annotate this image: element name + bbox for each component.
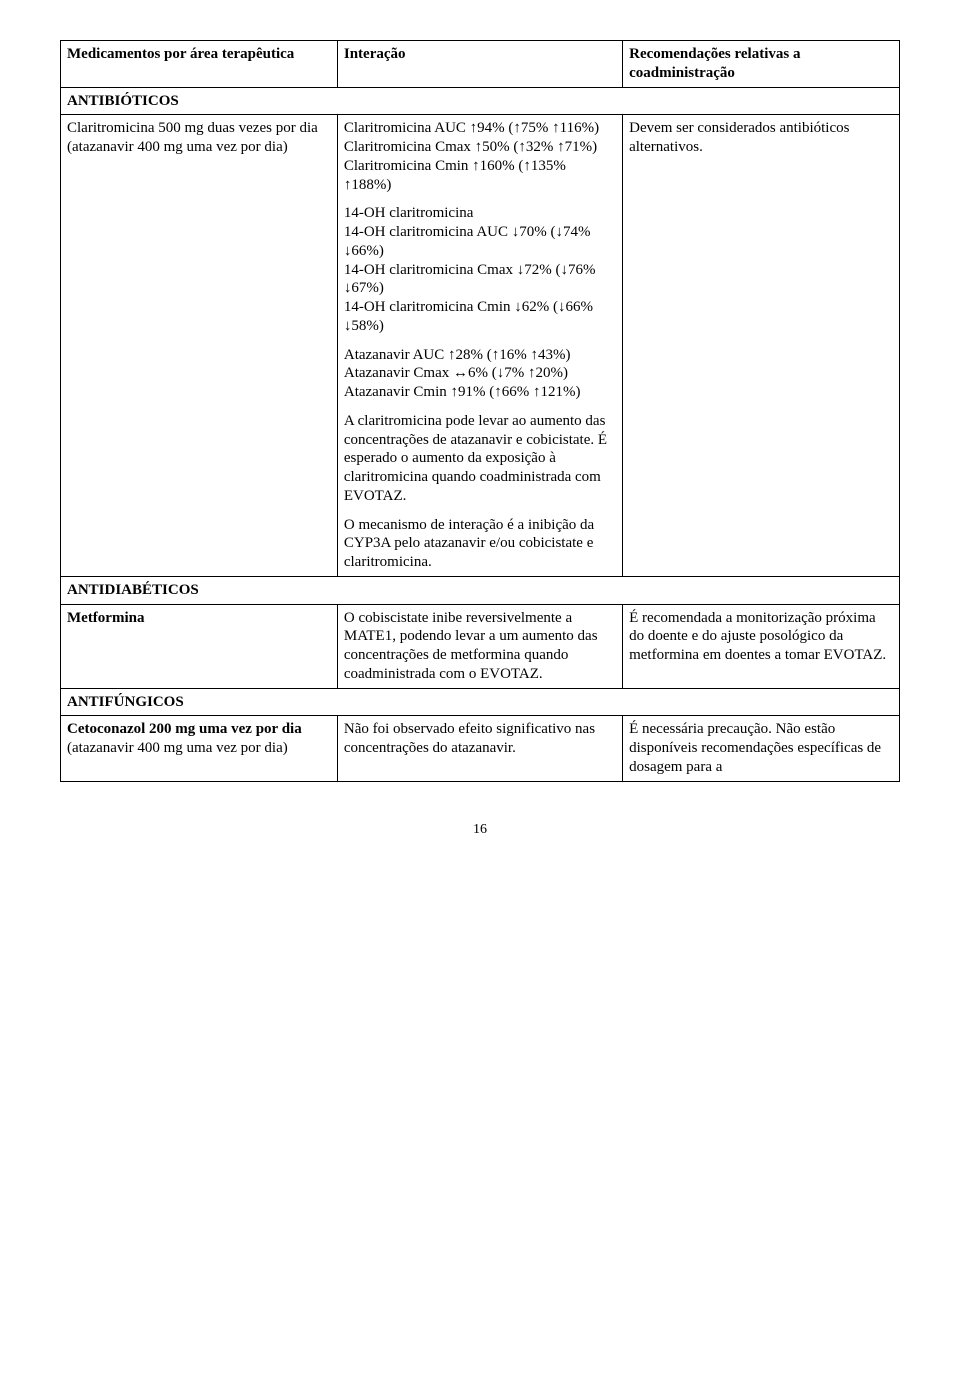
inter-p3-l3: Atazanavir Cmin ↑91% (↑66% ↑121%) xyxy=(344,384,581,400)
header-col2: Interação xyxy=(337,41,622,88)
cell-interaction: Não foi observado efeito significativo n… xyxy=(337,716,622,781)
header-col1: Medicamentos por área terapêutica xyxy=(61,41,338,88)
row-claritromicina: Claritromicina 500 mg duas vezes por dia… xyxy=(61,115,900,577)
section-row-antifungicos: ANTIFÚNGICOS xyxy=(61,688,900,716)
section-row-antibioticos: ANTIBIÓTICOS xyxy=(61,87,900,115)
cell-med: Claritromicina 500 mg duas vezes por dia… xyxy=(61,115,338,577)
inter-p3-l1: Atazanavir AUC ↑28% (↑16% ↑43%) xyxy=(344,347,571,363)
cell-interaction: Claritromicina AUC ↑94% (↑75% ↑116%) Cla… xyxy=(337,115,622,577)
cell-recommendation: Devem ser considerados antibióticos alte… xyxy=(623,115,900,577)
inter-p2-l1: 14-OH claritromicina xyxy=(344,205,474,221)
cell-interaction: O cobiscistate inibe reversivelmente a M… xyxy=(337,604,622,688)
inter-p5: O mecanismo de interação é a inibição da… xyxy=(344,516,616,572)
drug-interaction-table: Medicamentos por área terapêutica Intera… xyxy=(60,40,900,782)
section-label: ANTIBIÓTICOS xyxy=(61,87,900,115)
inter-p2-l2: 14-OH claritromicina AUC ↓70% (↓74% ↓66%… xyxy=(344,224,591,259)
cell-med: Metformina xyxy=(61,604,338,688)
inter-p1-l3: Claritromicina Cmin ↑160% (↑135% ↑188%) xyxy=(344,158,566,193)
inter-p3-l2: Atazanavir Cmax ↔6% (↓7% ↑20%) xyxy=(344,365,568,381)
inter-p1-l1: Claritromicina AUC ↑94% (↑75% ↑116%) xyxy=(344,120,599,136)
inter-p2-l3: 14-OH claritromicina Cmax ↓72% (↓76% ↓67… xyxy=(344,262,596,297)
inter-p1-l2: Claritromicina Cmax ↑50% (↑32% ↑71%) xyxy=(344,139,597,155)
row-metformina: Metformina O cobiscistate inibe reversiv… xyxy=(61,604,900,688)
section-label: ANTIDIABÉTICOS xyxy=(61,576,900,604)
cell-recommendation: É necessária precaução. Não estão dispon… xyxy=(623,716,900,781)
med-line1: Cetoconazol 200 mg uma vez por dia xyxy=(67,721,302,737)
inter-p2-l4: 14-OH claritromicina Cmin ↓62% (↓66% ↓58… xyxy=(344,299,593,334)
page-number: 16 xyxy=(60,822,900,838)
row-cetoconazol: Cetoconazol 200 mg uma vez por dia (ataz… xyxy=(61,716,900,781)
inter-p4: A claritromicina pode levar ao aumento d… xyxy=(344,412,616,506)
table-header-row: Medicamentos por área terapêutica Intera… xyxy=(61,41,900,88)
header-col3: Recomendações relativas a coadministraçã… xyxy=(623,41,900,88)
cell-med: Cetoconazol 200 mg uma vez por dia (ataz… xyxy=(61,716,338,781)
med-line2: (atazanavir 400 mg uma vez por dia) xyxy=(67,139,288,155)
cell-recommendation: É recomendada a monitorização próxima do… xyxy=(623,604,900,688)
med-line2: (atazanavir 400 mg uma vez por dia) xyxy=(67,740,288,756)
section-row-antidiabeticos: ANTIDIABÉTICOS xyxy=(61,576,900,604)
section-label: ANTIFÚNGICOS xyxy=(61,688,900,716)
med-line1: Claritromicina 500 mg duas vezes por dia xyxy=(67,120,318,136)
